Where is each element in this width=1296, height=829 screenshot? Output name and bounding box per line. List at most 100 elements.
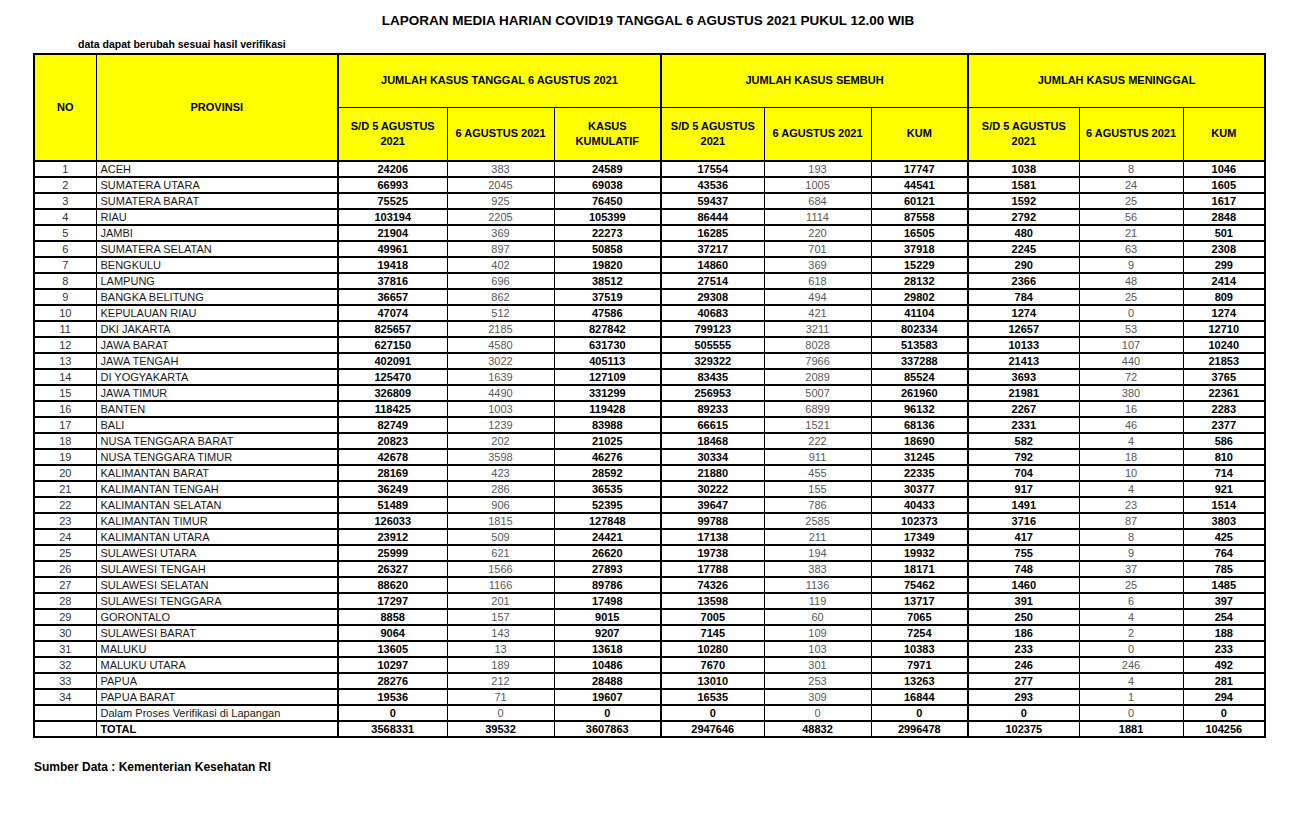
table-row: 1ACEH24206383245891755419317747103881046 [34, 161, 1265, 177]
row-number: 15 [34, 385, 96, 401]
value-cell: 48832 [764, 721, 871, 737]
value-cell: 21904 [338, 225, 447, 241]
value-cell: 1605 [1183, 177, 1265, 193]
value-cell: 862 [447, 289, 554, 305]
value-cell: 16535 [661, 689, 764, 705]
value-cell: 1815 [447, 513, 554, 529]
value-cell: 383 [447, 161, 554, 177]
table-row: 19NUSA TENGGARA TIMUR4267835984627630334… [34, 449, 1265, 465]
value-cell: 24421 [554, 529, 661, 545]
value-cell: 72 [1079, 369, 1183, 385]
value-cell: 455 [764, 465, 871, 481]
value-cell: 69038 [554, 177, 661, 193]
value-cell: 701 [764, 241, 871, 257]
row-number: 29 [34, 609, 96, 625]
value-cell: 925 [447, 193, 554, 209]
row-number: 31 [34, 641, 96, 657]
value-cell: 1460 [968, 577, 1079, 593]
value-cell: 4 [1079, 673, 1183, 689]
value-cell: 193 [764, 161, 871, 177]
province-name: LAMPUNG [96, 273, 338, 289]
row-number: 33 [34, 673, 96, 689]
value-cell: 19738 [661, 545, 764, 561]
value-cell: 10133 [968, 337, 1079, 353]
value-cell: 71 [447, 689, 554, 705]
subheader-kasus-sd5: S/D 5 AGUSTUS 2021 [338, 107, 447, 161]
subheader-meninggal-kum: KUM [1183, 107, 1265, 161]
value-cell: 103194 [338, 209, 447, 225]
value-cell: 4 [1079, 433, 1183, 449]
value-cell: 582 [968, 433, 1079, 449]
province-name: SUMATERA UTARA [96, 177, 338, 193]
row-number: 24 [34, 529, 96, 545]
subheader-kasus-kumulatif: KASUS KUMULATIF [554, 107, 661, 161]
province-name: SULAWESI TENGGARA [96, 593, 338, 609]
value-cell: 3568331 [338, 721, 447, 737]
value-cell: 505555 [661, 337, 764, 353]
value-cell: 417 [968, 529, 1079, 545]
value-cell: 60121 [871, 193, 968, 209]
value-cell: 157 [447, 609, 554, 625]
value-cell: 294 [1183, 689, 1265, 705]
value-cell: 39532 [447, 721, 554, 737]
table-row: 28SULAWESI TENGGARA172972011749813598119… [34, 593, 1265, 609]
value-cell: 8858 [338, 609, 447, 625]
value-cell: 37519 [554, 289, 661, 305]
row-number: 4 [34, 209, 96, 225]
value-cell: 49961 [338, 241, 447, 257]
province-name: KALIMANTAN TIMUR [96, 513, 338, 529]
table-row: 17BALI8274912398398866615152168136233146… [34, 417, 1265, 433]
value-cell: 714 [1183, 465, 1265, 481]
value-cell: 21853 [1183, 353, 1265, 369]
covid-report-table: NO PROVINSI JUMLAH KASUS TANGGAL 6 AGUST… [33, 53, 1266, 738]
province-name: DI YOGYAKARTA [96, 369, 338, 385]
row-number: 9 [34, 289, 96, 305]
value-cell: 1239 [447, 417, 554, 433]
value-cell: 290 [968, 257, 1079, 273]
value-cell: 911 [764, 449, 871, 465]
row-number: 18 [34, 433, 96, 449]
row-number: 11 [34, 321, 96, 337]
value-cell: 19536 [338, 689, 447, 705]
value-cell: 66993 [338, 177, 447, 193]
value-cell: 127848 [554, 513, 661, 529]
table-row: 22KALIMANTAN SELATAN51489906523953964778… [34, 497, 1265, 513]
row-number: 30 [34, 625, 96, 641]
value-cell: 28132 [871, 273, 968, 289]
header-group-kasus: JUMLAH KASUS TANGGAL 6 AGUSTUS 2021 [338, 54, 661, 107]
table-row: 32MALUKU UTARA10297189104867670301797124… [34, 657, 1265, 673]
value-cell: 103 [764, 641, 871, 657]
value-cell: 28488 [554, 673, 661, 689]
header-group-meninggal: JUMLAH KASUS MENINGGAL [968, 54, 1265, 107]
value-cell: 118425 [338, 401, 447, 417]
value-cell: 25 [1079, 577, 1183, 593]
table-row: 10KEPULAUAN RIAU470745124758640683421411… [34, 305, 1265, 321]
value-cell: 256953 [661, 385, 764, 401]
value-cell: 1581 [968, 177, 1079, 193]
value-cell: 0 [1079, 305, 1183, 321]
value-cell: 627150 [338, 337, 447, 353]
value-cell: 369 [764, 257, 871, 273]
value-cell: 293 [968, 689, 1079, 705]
value-cell: 4580 [447, 337, 554, 353]
row-number: 20 [34, 465, 96, 481]
value-cell: 1485 [1183, 577, 1265, 593]
value-cell: 277 [968, 673, 1079, 689]
value-cell: 46276 [554, 449, 661, 465]
value-cell: 286 [447, 481, 554, 497]
value-cell: 405113 [554, 353, 661, 369]
row-number: 7 [34, 257, 96, 273]
province-name: Dalam Proses Verifikasi di Lapangan [96, 705, 338, 721]
subheader-kasus-6agt: 6 AGUSTUS 2021 [447, 107, 554, 161]
value-cell: 119428 [554, 401, 661, 417]
value-cell: 784 [968, 289, 1079, 305]
value-cell: 299 [1183, 257, 1265, 273]
value-cell: 76450 [554, 193, 661, 209]
value-cell: 86444 [661, 209, 764, 225]
row-number: 12 [34, 337, 96, 353]
value-cell: 1 [1079, 689, 1183, 705]
value-cell: 10 [1079, 465, 1183, 481]
province-name: MALUKU [96, 641, 338, 657]
value-cell: 8028 [764, 337, 871, 353]
value-cell: 1003 [447, 401, 554, 417]
